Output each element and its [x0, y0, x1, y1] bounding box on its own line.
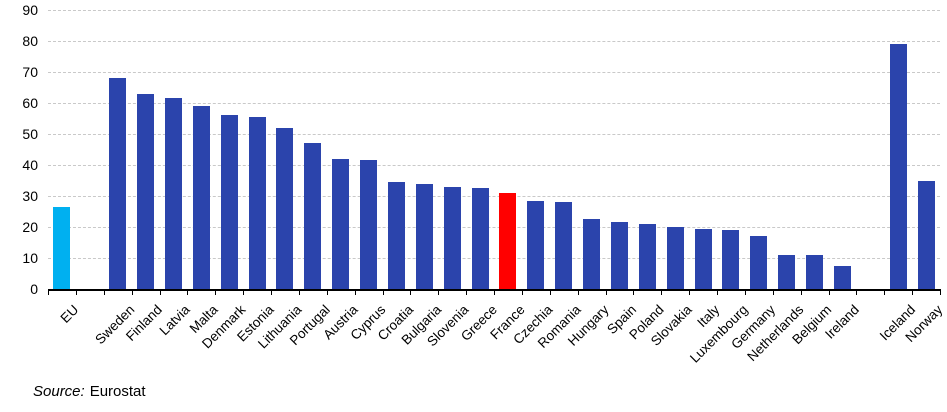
bar-germany: [750, 236, 768, 289]
x-axis-tick-mark: [577, 291, 579, 295]
bar-bulgaria: [415, 183, 433, 289]
bar-belgium: [806, 254, 824, 289]
bar-croatia: [387, 182, 405, 290]
bar-iceland: [889, 44, 907, 289]
y-axis-tick-label-70: 70: [22, 64, 38, 80]
bar-slovenia: [443, 186, 461, 289]
bar-poland: [638, 223, 656, 289]
x-axis-tick-mark: [243, 291, 245, 295]
bar-portugal: [304, 143, 322, 289]
bar-romania: [555, 202, 573, 289]
bar-ireland: [833, 265, 851, 290]
gridline-30: [48, 196, 940, 197]
x-axis-tick-label-latvia: Latvia: [156, 302, 193, 339]
x-axis-line: [48, 289, 941, 291]
x-axis-tick-mark: [75, 291, 77, 295]
x-axis-tick-mark: [605, 291, 607, 295]
x-axis-tick-mark: [131, 291, 133, 295]
source-value: Eurostat: [89, 383, 146, 400]
x-axis-tick-mark: [354, 291, 356, 295]
x-axis-tick-mark: [103, 291, 105, 295]
bar-greece: [471, 188, 489, 290]
x-axis-tick-mark: [438, 291, 440, 295]
x-axis-tick-mark: [689, 291, 691, 295]
y-axis-tick-label-20: 20: [22, 219, 38, 235]
gridline-60: [48, 103, 940, 104]
bar-luxembourg: [722, 230, 740, 289]
x-axis-tick-mark: [410, 291, 412, 295]
source-label: Source:: [33, 383, 85, 400]
x-axis-tick-mark: [298, 291, 300, 295]
bar-denmark: [220, 115, 238, 289]
bar-czechia: [527, 200, 545, 289]
x-axis-tick-mark: [940, 291, 941, 295]
x-axis-tick-mark: [494, 291, 495, 295]
gridline-70: [48, 72, 940, 73]
x-axis-tick-mark: [717, 291, 718, 295]
bar-malta: [192, 106, 210, 289]
x-axis-tick-mark: [633, 291, 635, 295]
gridline-90: [48, 10, 940, 11]
bar-spain: [610, 222, 628, 289]
y-axis-tick-label-40: 40: [22, 157, 38, 173]
x-axis-tick-mark: [549, 291, 551, 295]
bar-netherlands: [778, 254, 796, 289]
x-axis-tick-mark: [48, 291, 49, 295]
bar-slovakia: [666, 227, 684, 289]
gridline-50: [48, 134, 940, 135]
y-axis-tick-label-60: 60: [22, 95, 38, 111]
x-axis-tick-mark: [912, 291, 914, 295]
bar-austria: [332, 158, 350, 289]
x-axis-tick-mark: [772, 291, 774, 295]
gridline-20: [48, 227, 940, 228]
x-axis-tick-mark: [159, 291, 161, 295]
bar-finland: [137, 93, 155, 289]
x-axis-tick-mark: [661, 291, 663, 295]
gridline-10: [48, 258, 940, 259]
bar-norway: [917, 180, 935, 289]
bar-sweden: [109, 78, 127, 289]
x-axis-tick-mark: [271, 291, 272, 295]
x-axis-tick-label-eu: EU: [57, 302, 82, 326]
bar-lithuania: [276, 127, 294, 289]
bar-hungary: [583, 219, 601, 290]
bar-estonia: [248, 116, 266, 289]
x-axis-tick-mark: [744, 291, 746, 295]
x-axis-tick-mark: [215, 291, 217, 295]
x-axis-tick-mark: [828, 291, 830, 295]
gridline-40: [48, 165, 940, 166]
bar-latvia: [164, 98, 182, 289]
y-axis-tick-label-80: 80: [22, 33, 38, 49]
bar-cyprus: [360, 160, 378, 289]
x-axis-tick-mark: [187, 291, 189, 295]
x-axis-tick-mark: [800, 291, 802, 295]
y-axis-tick-label-0: 0: [30, 281, 38, 297]
y-axis-tick-label-30: 30: [22, 188, 38, 204]
x-axis-tick-mark: [856, 291, 858, 295]
bar-eu: [53, 206, 71, 289]
y-axis-tick-label-10: 10: [22, 250, 38, 266]
x-axis-tick-mark: [884, 291, 886, 295]
x-axis-tick-mark: [382, 291, 384, 295]
bar-france: [499, 192, 517, 289]
x-axis-tick-mark: [521, 291, 523, 295]
y-axis-tick-label-50: 50: [22, 126, 38, 142]
x-axis-tick-mark: [466, 291, 468, 295]
source-note: Source: Eurostat: [33, 383, 146, 400]
y-axis-tick-label-90: 90: [22, 2, 38, 18]
bar-italy: [694, 228, 712, 290]
x-axis-tick-mark: [326, 291, 328, 295]
gridline-80: [48, 41, 940, 42]
